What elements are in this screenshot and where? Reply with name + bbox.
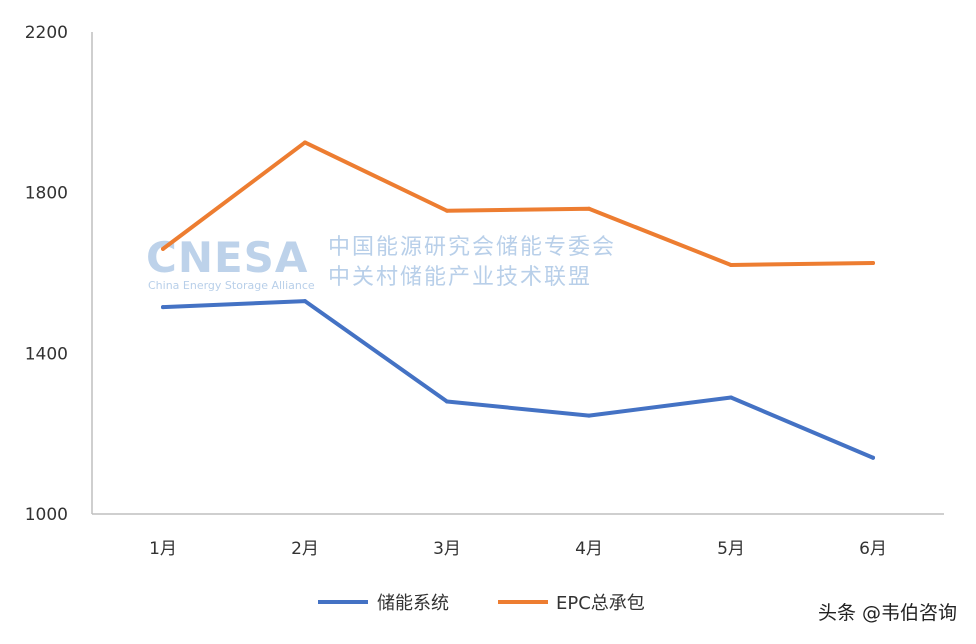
series-0-point [871, 455, 875, 460]
series-1-point [729, 262, 733, 267]
watermark-cn-line2: 中关村储能产业技术联盟 [328, 265, 592, 290]
series-0-point [729, 395, 733, 400]
series-0-point [161, 305, 165, 310]
series-lines [161, 140, 875, 460]
watermark: CNESA China Energy Storage Alliance 中国能源… [146, 233, 616, 292]
series-0-point [303, 299, 307, 304]
y-tick-label: 1000 [25, 505, 68, 525]
series-1-point [161, 246, 165, 251]
series-line-0 [161, 299, 875, 460]
y-tick-labels: 1000 1400 1800 2200 [25, 23, 68, 525]
series-0-point [587, 413, 591, 418]
watermark-cn-line1: 中国能源研究会储能专委会 [328, 235, 616, 260]
x-tick-label: 2月 [291, 539, 319, 559]
x-tick-label: 5月 [717, 539, 745, 559]
series-0-point [445, 399, 449, 404]
series-1-point [445, 208, 449, 213]
x-tick-label: 3月 [433, 539, 461, 559]
watermark-logo: CNESA [146, 233, 308, 282]
series-1-point [587, 206, 591, 211]
source-credit: 头条 @韦伯咨询 [818, 602, 957, 624]
x-tick-label: 6月 [859, 539, 887, 559]
y-tick-label: 2200 [25, 23, 68, 43]
legend-label-storage: 储能系统 [377, 593, 449, 614]
y-tick-label: 1400 [25, 344, 68, 364]
x-tick-label: 1月 [149, 539, 177, 559]
series-1-point [303, 140, 307, 145]
y-tick-label: 1800 [25, 184, 68, 204]
watermark-logo-sub: China Energy Storage Alliance [148, 279, 315, 292]
x-tick-label: 4月 [575, 539, 603, 559]
legend: 储能系统 EPC总承包 [318, 593, 645, 614]
x-tick-labels: 1月 2月 3月 4月 5月 6月 [149, 539, 887, 559]
legend-label-epc: EPC总承包 [556, 593, 645, 614]
series-line-1 [161, 140, 875, 267]
series-1-point [871, 260, 875, 265]
